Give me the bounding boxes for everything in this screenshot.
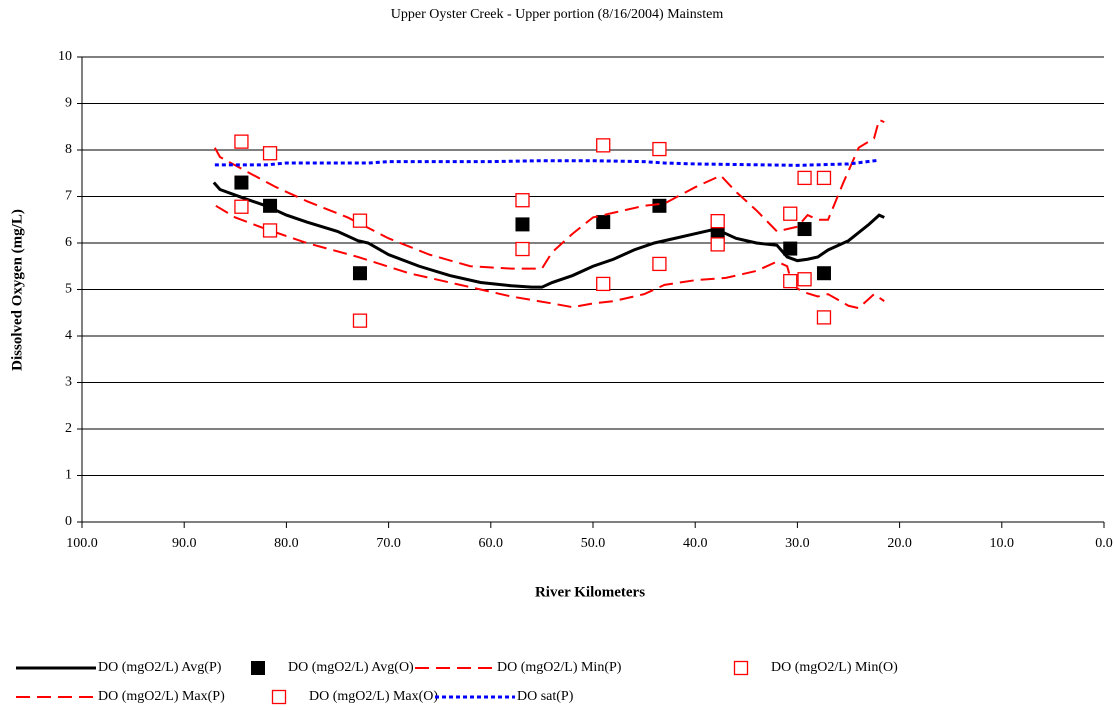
series-line: [214, 158, 880, 167]
legend-label: DO (mgO2/L) Min(P): [497, 660, 622, 675]
marker: [263, 198, 278, 213]
marker: [352, 213, 368, 228]
y-tick-label: 10: [58, 49, 72, 64]
marker: [783, 241, 798, 256]
x-tick-label: 0.0: [1095, 536, 1113, 551]
marker: [596, 215, 611, 230]
x-axis-label: River Kilometers: [535, 584, 645, 600]
marker: [816, 266, 831, 281]
marker: [596, 138, 611, 153]
legend-marker: [251, 661, 265, 675]
marker: [783, 206, 798, 221]
marker: [352, 313, 368, 328]
y-tick-label: 4: [65, 328, 72, 343]
marker: [234, 199, 249, 214]
legend-label: DO (mgO2/L) Avg(P): [98, 660, 222, 675]
marker: [234, 175, 249, 190]
marker: [816, 170, 832, 186]
series-line: [213, 118, 885, 270]
y-tick-label: 5: [65, 282, 72, 297]
x-tick-label: 80.0: [274, 536, 299, 551]
marker: [652, 141, 667, 157]
y-tick-label: 9: [65, 96, 72, 111]
series-line: [215, 204, 885, 310]
marker: [515, 217, 530, 232]
marker: [783, 273, 798, 289]
y-tick-label: 1: [65, 468, 72, 483]
legend-label: DO (mgO2/L) Max(O): [309, 689, 438, 704]
x-tick-label: 10.0: [990, 536, 1015, 551]
marker: [234, 134, 249, 149]
x-tick-label: 50.0: [581, 536, 606, 551]
legend-marker: [733, 660, 749, 676]
x-tick-label: 60.0: [479, 536, 504, 551]
x-tick-label: 40.0: [683, 536, 708, 551]
y-axis-label: Dissolved Oxygen (mg/L): [9, 209, 25, 371]
legend-label: DO (mgO2/L) Max(P): [98, 689, 225, 704]
x-tick-label: 70.0: [376, 536, 401, 551]
marker: [596, 276, 611, 292]
y-tick-label: 3: [65, 375, 72, 390]
y-tick-label: 0: [65, 514, 72, 529]
y-tick-label: 8: [65, 142, 72, 157]
chart-title: Upper Oyster Creek - Upper portion (8/16…: [391, 7, 724, 22]
y-tick-label: 2: [65, 421, 72, 436]
marker: [515, 241, 530, 257]
x-tick-label: 90.0: [172, 536, 197, 551]
marker: [262, 223, 278, 238]
legend-label: DO (mgO2/L) Min(O): [771, 660, 898, 675]
marker: [797, 272, 812, 287]
marker: [262, 146, 278, 161]
marker: [652, 198, 667, 213]
marker: [797, 222, 812, 237]
marker: [797, 170, 812, 186]
legend-label: DO sat(P): [517, 689, 574, 704]
y-tick-label: 6: [65, 235, 72, 250]
marker: [352, 266, 367, 281]
x-tick-label: 30.0: [785, 536, 810, 551]
legend-label: DO (mgO2/L) Avg(O): [288, 660, 414, 675]
y-tick-label: 7: [65, 189, 72, 204]
marker: [710, 213, 725, 229]
legend-marker: [271, 689, 287, 705]
x-tick-label: 20.0: [887, 536, 912, 551]
marker: [515, 193, 530, 208]
x-tick-label: 100.0: [66, 536, 98, 551]
marker: [816, 310, 832, 325]
marker: [652, 256, 667, 272]
series-line: [212, 181, 885, 289]
marker: [710, 237, 725, 252]
